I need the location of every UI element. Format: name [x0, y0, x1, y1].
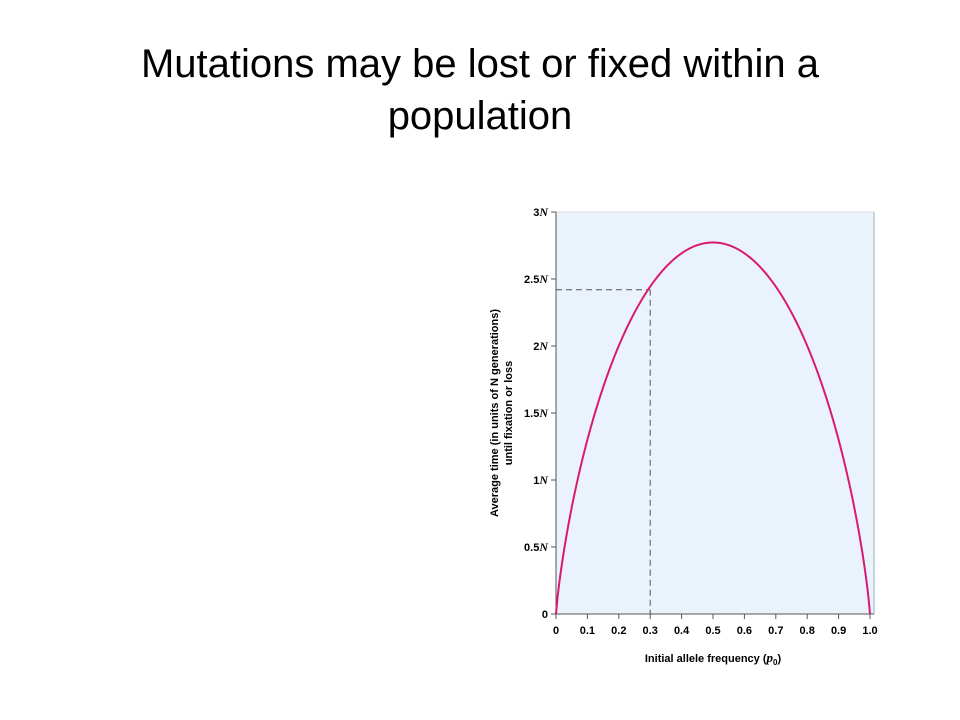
- x-axis-title: Initial allele frequency (p0): [645, 650, 782, 667]
- x-tick-label: 1.0: [862, 625, 877, 637]
- x-tick-label: 0.9: [831, 625, 846, 637]
- y-tick-label: 3N: [533, 205, 549, 219]
- y-tick-label: 1.5N: [524, 406, 549, 420]
- y-tick-label: 2.5N: [524, 272, 549, 286]
- x-tick-label: 0.5: [705, 625, 720, 637]
- series-line: [555, 241, 871, 615]
- y-tick-label: 0.5N: [524, 540, 549, 554]
- slide-title-line-2: population: [387, 94, 573, 138]
- x-tick-label: 0.6: [737, 625, 752, 637]
- y-axis-title-line-1: Average time (in units of N generations): [489, 309, 501, 517]
- x-tick-label: 0: [553, 625, 559, 637]
- x-tick-label: 0.1: [580, 625, 595, 637]
- y-tick-label: 0: [542, 609, 548, 621]
- plot-area: [556, 212, 874, 614]
- y-axis-title-line-2: until fixation or loss: [503, 361, 515, 466]
- x-tick-label: 0.2: [611, 625, 626, 637]
- y-tick-label: 2N: [533, 339, 549, 353]
- x-tick-label: 0.8: [800, 625, 815, 637]
- slide-title-line-1: Mutations may be lost or fixed within a: [140, 42, 820, 86]
- x-tick-label: 0.4: [674, 625, 690, 637]
- x-tick-label: 0.7: [768, 625, 783, 637]
- y-tick-label: 1N: [533, 473, 549, 487]
- x-tick-label: 0.3: [643, 625, 658, 637]
- slide-title: Mutations may be lost or fixed within a …: [0, 38, 960, 142]
